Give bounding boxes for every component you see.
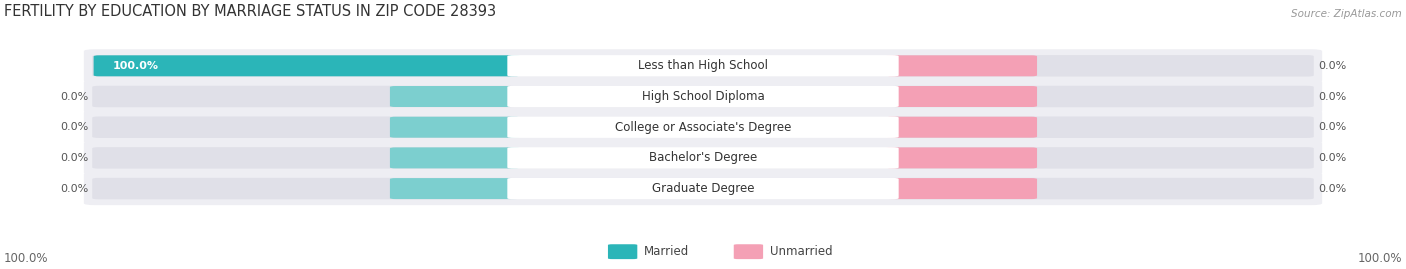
- Text: Less than High School: Less than High School: [638, 59, 768, 72]
- Text: 0.0%: 0.0%: [1317, 122, 1346, 132]
- Text: 0.0%: 0.0%: [60, 122, 89, 132]
- Text: Source: ZipAtlas.com: Source: ZipAtlas.com: [1291, 9, 1402, 19]
- Text: Married: Married: [644, 245, 689, 258]
- Text: 0.0%: 0.0%: [1317, 91, 1346, 101]
- FancyBboxPatch shape: [508, 147, 898, 169]
- Text: FERTILITY BY EDUCATION BY MARRIAGE STATUS IN ZIP CODE 28393: FERTILITY BY EDUCATION BY MARRIAGE STATU…: [4, 4, 496, 19]
- FancyBboxPatch shape: [93, 86, 1313, 107]
- FancyBboxPatch shape: [508, 116, 898, 138]
- FancyBboxPatch shape: [886, 117, 1038, 138]
- FancyBboxPatch shape: [886, 147, 1038, 168]
- FancyBboxPatch shape: [389, 117, 520, 138]
- Text: Bachelor's Degree: Bachelor's Degree: [650, 151, 756, 164]
- FancyBboxPatch shape: [84, 111, 1322, 144]
- FancyBboxPatch shape: [607, 244, 637, 259]
- FancyBboxPatch shape: [94, 55, 520, 76]
- FancyBboxPatch shape: [93, 147, 1313, 169]
- FancyBboxPatch shape: [389, 86, 520, 107]
- FancyBboxPatch shape: [84, 141, 1322, 175]
- FancyBboxPatch shape: [886, 86, 1038, 107]
- FancyBboxPatch shape: [734, 244, 763, 259]
- Text: 100.0%: 100.0%: [4, 252, 49, 265]
- FancyBboxPatch shape: [508, 86, 898, 107]
- Text: High School Diploma: High School Diploma: [641, 90, 765, 103]
- FancyBboxPatch shape: [886, 178, 1038, 199]
- FancyBboxPatch shape: [84, 49, 1322, 82]
- Text: 0.0%: 0.0%: [1317, 153, 1346, 163]
- Text: 0.0%: 0.0%: [1317, 61, 1346, 71]
- FancyBboxPatch shape: [508, 178, 898, 199]
- FancyBboxPatch shape: [389, 178, 520, 199]
- FancyBboxPatch shape: [886, 55, 1038, 76]
- FancyBboxPatch shape: [93, 55, 1313, 77]
- FancyBboxPatch shape: [93, 116, 1313, 138]
- FancyBboxPatch shape: [93, 178, 1313, 199]
- FancyBboxPatch shape: [389, 147, 520, 168]
- FancyBboxPatch shape: [84, 80, 1322, 113]
- Text: 100.0%: 100.0%: [1357, 252, 1402, 265]
- Text: 0.0%: 0.0%: [1317, 183, 1346, 194]
- FancyBboxPatch shape: [84, 172, 1322, 205]
- Text: 100.0%: 100.0%: [114, 61, 159, 71]
- Text: 0.0%: 0.0%: [60, 153, 89, 163]
- Text: Graduate Degree: Graduate Degree: [652, 182, 754, 195]
- Text: 0.0%: 0.0%: [60, 91, 89, 101]
- Text: Unmarried: Unmarried: [770, 245, 832, 258]
- Text: 0.0%: 0.0%: [60, 183, 89, 194]
- FancyBboxPatch shape: [508, 55, 898, 77]
- Text: College or Associate's Degree: College or Associate's Degree: [614, 121, 792, 134]
